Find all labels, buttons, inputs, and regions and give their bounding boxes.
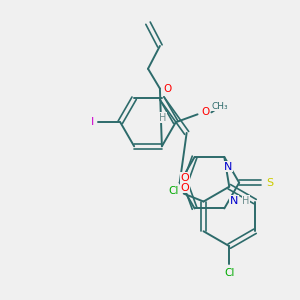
Text: I: I (91, 117, 94, 127)
Text: O: O (164, 84, 172, 94)
Text: N: N (224, 162, 232, 172)
Text: O: O (180, 183, 189, 193)
Text: Cl: Cl (169, 186, 179, 196)
Text: O: O (201, 107, 210, 117)
Text: O: O (180, 173, 189, 183)
Text: N: N (230, 196, 238, 206)
Text: H: H (242, 196, 250, 206)
Text: CH₃: CH₃ (211, 102, 228, 111)
Text: Cl: Cl (224, 268, 234, 278)
Text: S: S (266, 178, 273, 188)
Text: H: H (159, 112, 166, 123)
